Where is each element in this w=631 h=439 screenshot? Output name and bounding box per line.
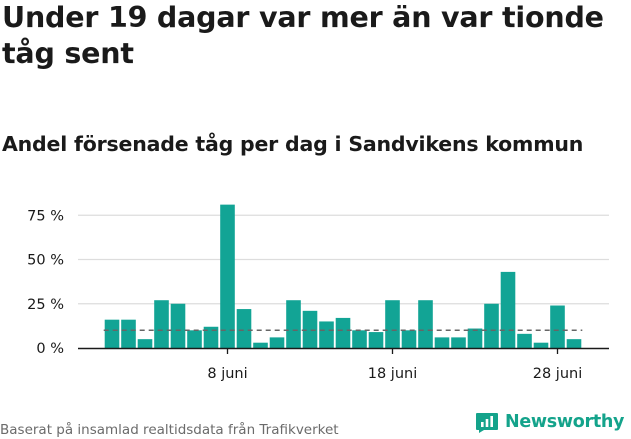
x-tick-label: 28 juni xyxy=(533,366,583,382)
y-tick-label: 75 % xyxy=(27,208,64,224)
y-tick-label: 25 % xyxy=(27,297,64,313)
bar xyxy=(187,330,202,348)
bar xyxy=(154,300,169,348)
bar xyxy=(352,330,367,348)
bar xyxy=(418,300,433,348)
bar xyxy=(203,326,219,348)
x-axis-tick-labels: 8 juni 18 juni 28 juni xyxy=(207,348,582,382)
bar xyxy=(385,300,400,348)
y-axis-tick-labels: 0 % 25 % 50 % 75 % xyxy=(27,208,64,357)
bar xyxy=(220,204,235,348)
bar xyxy=(533,342,549,348)
bar xyxy=(451,337,466,348)
bar xyxy=(566,339,582,348)
bar xyxy=(484,303,499,348)
bar xyxy=(335,317,351,348)
bar xyxy=(236,309,252,348)
chart-title: Under 19 dagar var mer än var tionde tåg… xyxy=(2,1,604,70)
newsworthy-logo-text: Newsworthy xyxy=(505,412,625,432)
bar xyxy=(286,300,301,348)
bar xyxy=(302,310,318,348)
bar xyxy=(467,328,483,348)
bar xyxy=(269,337,285,348)
bar xyxy=(401,330,417,348)
bar xyxy=(500,271,516,348)
bar xyxy=(253,342,268,348)
bar xyxy=(368,332,384,348)
y-tick-label: 0 % xyxy=(36,341,64,357)
newsworthy-logo: Newsworthy xyxy=(475,407,624,437)
bar xyxy=(319,321,334,348)
source-note: Baserat på insamlad realtidsdata från Tr… xyxy=(0,422,339,438)
x-tick-label: 8 juni xyxy=(207,366,247,382)
bars xyxy=(104,204,582,348)
bar xyxy=(550,305,565,348)
bar xyxy=(137,339,153,348)
bar xyxy=(434,337,450,348)
chart-subtitle: Andel försenade tåg per dag i Sandvikens… xyxy=(2,132,584,156)
y-tick-label: 50 % xyxy=(27,253,64,269)
x-tick-label: 18 juni xyxy=(368,366,418,382)
bar xyxy=(104,319,120,348)
bar xyxy=(170,303,186,348)
bar xyxy=(121,319,136,348)
newsworthy-logo-icon xyxy=(476,413,498,433)
bar-chart: 0 % 25 % 50 % 75 % 8 juni 18 juni 28 juni xyxy=(27,204,609,382)
bar xyxy=(517,333,532,348)
grid-lines xyxy=(78,214,609,305)
